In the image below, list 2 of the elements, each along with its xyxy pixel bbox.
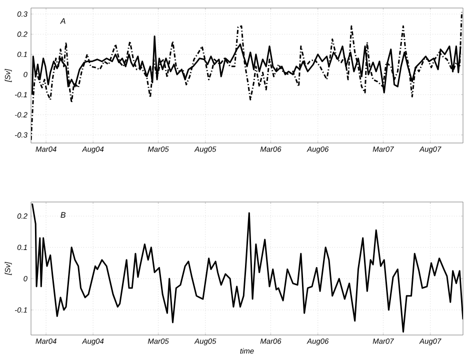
line-series bbox=[31, 202, 464, 333]
line-series bbox=[31, 11, 463, 141]
